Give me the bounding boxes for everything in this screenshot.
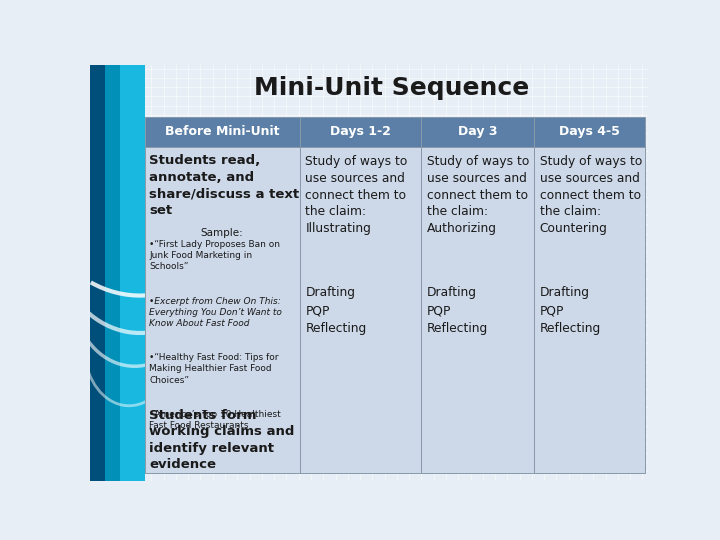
Text: Drafting
PQP
Reflecting: Drafting PQP Reflecting (540, 286, 601, 335)
Text: Study of ways to
use sources and
connect them to
the claim:
Authorizing: Study of ways to use sources and connect… (427, 155, 529, 235)
FancyBboxPatch shape (145, 147, 300, 473)
Text: Study of ways to
use sources and
connect them to
the claim:
Illustrating: Study of ways to use sources and connect… (305, 155, 408, 235)
Wedge shape (161, 313, 202, 373)
FancyBboxPatch shape (534, 147, 645, 473)
Wedge shape (210, 128, 263, 268)
FancyBboxPatch shape (145, 117, 300, 147)
Text: Days 1-2: Days 1-2 (330, 125, 391, 138)
FancyBboxPatch shape (90, 65, 120, 481)
Text: •Excerpt from Chew On This:
Everything You Don’t Want to
Know About Fast Food: •Excerpt from Chew On This: Everything Y… (149, 297, 282, 328)
Text: Study of ways to
use sources and
connect them to
the claim:
Countering: Study of ways to use sources and connect… (540, 155, 642, 235)
FancyBboxPatch shape (300, 147, 421, 473)
Text: Drafting
PQP
Reflecting: Drafting PQP Reflecting (305, 286, 366, 335)
Text: Day 3: Day 3 (458, 125, 498, 138)
FancyBboxPatch shape (421, 117, 534, 147)
Text: •“Healthy Fast Food: Tips for
Making Healthier Fast Food
Choices”: •“Healthy Fast Food: Tips for Making Hea… (149, 353, 279, 384)
Text: Drafting
PQP
Reflecting: Drafting PQP Reflecting (427, 286, 488, 335)
Text: Sample:: Sample: (201, 228, 243, 238)
Text: Before Mini-Unit: Before Mini-Unit (165, 125, 279, 138)
Text: Days 4-5: Days 4-5 (559, 125, 620, 138)
FancyBboxPatch shape (421, 147, 534, 473)
FancyBboxPatch shape (90, 65, 145, 481)
Text: •America’s Top 10 Healthiest
Fast Food Restaurants: •America’s Top 10 Healthiest Fast Food R… (149, 410, 281, 430)
FancyBboxPatch shape (300, 117, 421, 147)
Wedge shape (197, 186, 230, 266)
Text: Students form
working claims and
identify relevant
evidence: Students form working claims and identif… (149, 409, 294, 471)
FancyBboxPatch shape (90, 65, 105, 481)
Text: Mini-Unit Sequence: Mini-Unit Sequence (253, 76, 529, 100)
Text: Students read,
annotate, and
share/discuss a text
set: Students read, annotate, and share/discu… (149, 154, 300, 217)
Text: •“First Lady Proposes Ban on
Junk Food Marketing in
Schools”: •“First Lady Proposes Ban on Junk Food M… (149, 240, 280, 272)
FancyBboxPatch shape (534, 117, 645, 147)
Wedge shape (205, 254, 252, 365)
Wedge shape (161, 235, 207, 315)
